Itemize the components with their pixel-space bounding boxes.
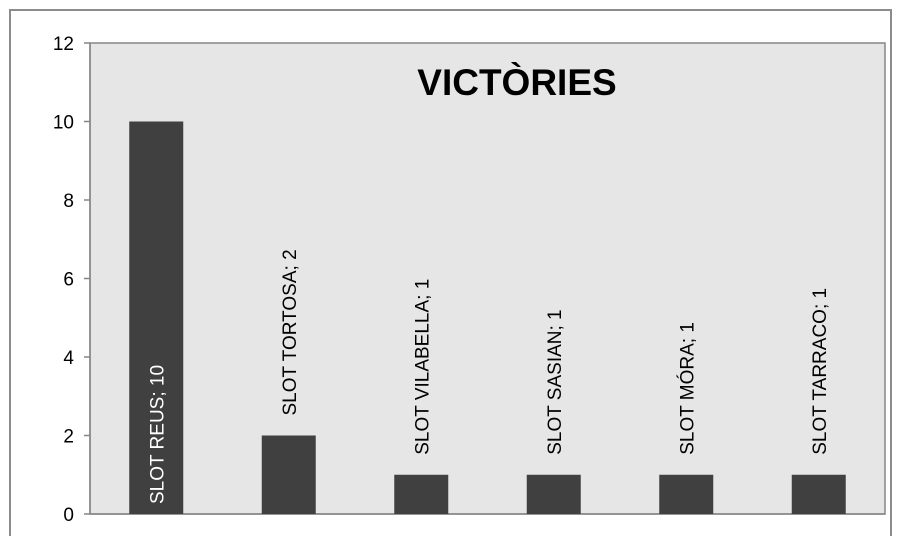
y-tick-label: 12 (53, 34, 74, 55)
bars (129, 121, 846, 514)
data-labels: SLOT REUS; 10 SLOT TORTOSA; 2 SLOT VILABEL… (147, 249, 831, 504)
data-label: SLOT TARRACO; 1 (810, 288, 831, 455)
y-axis: 0 2 4 6 8 10 12 (53, 34, 885, 526)
y-tick-label: 0 (63, 505, 74, 526)
y-tick-label: 6 (63, 270, 74, 291)
y-tick-label: 10 (53, 113, 74, 134)
y-tick-label: 2 (63, 427, 74, 448)
chart-title: VICTÒRIES (417, 61, 616, 103)
bar (394, 474, 449, 514)
y-tick-label: 4 (63, 348, 74, 369)
data-label: SLOT TORTOSA; 2 (280, 249, 301, 415)
bar (526, 474, 581, 514)
bar (129, 121, 184, 514)
data-label: SLOT REUS; 10 (147, 365, 168, 504)
y-tick-label: 8 (63, 191, 74, 212)
bar (659, 474, 714, 514)
bar (791, 474, 846, 514)
data-label: SLOT MÓRA; 1 (676, 322, 698, 455)
data-label: SLOT SASIAN; 1 (545, 309, 566, 454)
plot-area (89, 42, 886, 515)
chart-frame (9, 9, 892, 536)
data-label: SLOT VILABELLA; 1 (412, 279, 433, 455)
bar (261, 435, 316, 514)
